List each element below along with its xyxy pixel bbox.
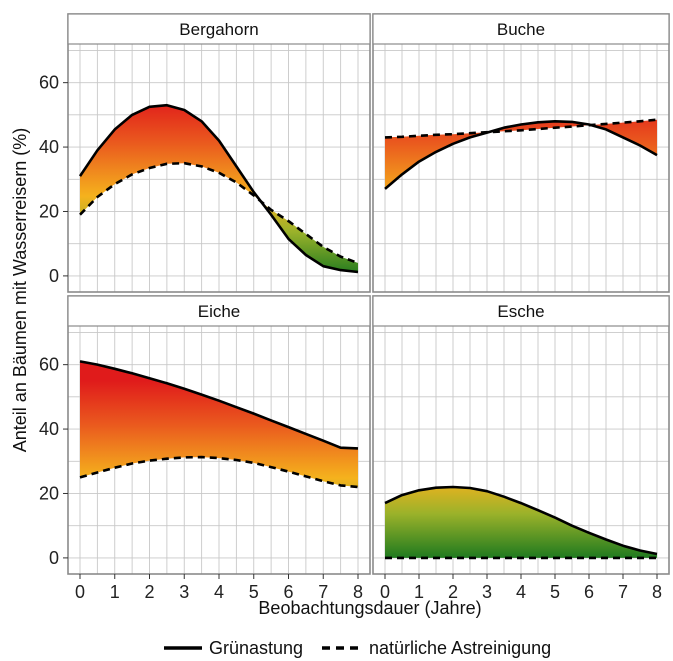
x-tick-label: 8 — [353, 582, 363, 602]
legend-label-gruenastung: Grünastung — [209, 638, 303, 658]
series-line-gruenastung — [78, 103, 359, 274]
x-tick-label: 7 — [618, 582, 628, 602]
series-line-gruenastung — [384, 120, 658, 190]
chart-axes: Anteil an Bäumen mit Wasserreisern (%) B… — [10, 73, 662, 618]
y-tick-label: 60 — [39, 73, 59, 93]
x-tick-label: 0 — [75, 582, 85, 602]
y-tick-label: 40 — [39, 419, 59, 439]
panel-eiche: Eiche — [67, 295, 371, 575]
x-axis-title: Beobachtungsdauer (Jahre) — [258, 598, 481, 618]
x-tick-label: 1 — [110, 582, 120, 602]
x-tick-label: 1 — [414, 582, 424, 602]
band-area — [385, 487, 657, 558]
legend-label-natuerliche-astreinigung: natürliche Astreinigung — [369, 638, 551, 658]
panel-title: Buche — [497, 20, 545, 39]
band-area — [385, 119, 657, 189]
x-tick-label: 2 — [144, 582, 154, 602]
y-tick-label: 60 — [39, 355, 59, 375]
series-line-natuerliche-astreinigung — [79, 161, 359, 265]
x-tick-label: 4 — [516, 582, 526, 602]
panel-strip — [67, 13, 371, 45]
panel-title: Eiche — [198, 302, 241, 321]
y-tick-label: 20 — [39, 201, 59, 221]
x-tick-label: 3 — [179, 582, 189, 602]
legend: Grünastung natürliche Astreinigung — [164, 638, 551, 658]
series-line-natuerliche-astreinigung — [384, 118, 658, 139]
chart-panels: Bergahorn Buche Eiche Esche — [67, 13, 670, 575]
x-tick-label: 3 — [482, 582, 492, 602]
series-line-gruenastung — [384, 485, 658, 556]
band-area — [80, 105, 358, 272]
panel-title: Bergahorn — [179, 20, 258, 39]
band-area — [80, 361, 358, 487]
y-tick-label: 20 — [39, 483, 59, 503]
y-axis-title: Anteil an Bäumen mit Wasserreisern (%) — [10, 128, 30, 452]
panel-esche: Esche — [372, 295, 670, 575]
panel-bergahorn: Bergahorn — [67, 13, 371, 293]
x-tick-label: 6 — [283, 582, 293, 602]
x-tick-label: 5 — [550, 582, 560, 602]
series-line-gruenastung — [79, 360, 359, 450]
x-tick-label: 5 — [249, 582, 259, 602]
x-tick-label: 7 — [318, 582, 328, 602]
panel-strip — [372, 295, 670, 327]
x-tick-label: 2 — [448, 582, 458, 602]
x-tick-label: 4 — [214, 582, 224, 602]
panel-strip — [372, 13, 670, 45]
x-tick-label: 0 — [380, 582, 390, 602]
x-tick-label: 6 — [584, 582, 594, 602]
panel-strip — [67, 295, 371, 327]
y-tick-label: 40 — [39, 137, 59, 157]
y-tick-label: 0 — [49, 548, 59, 568]
grid — [373, 44, 669, 292]
y-tick-label: 0 — [49, 266, 59, 286]
panel-title: Esche — [497, 302, 544, 321]
x-tick-label: 8 — [652, 582, 662, 602]
panel-buche: Buche — [372, 13, 670, 293]
